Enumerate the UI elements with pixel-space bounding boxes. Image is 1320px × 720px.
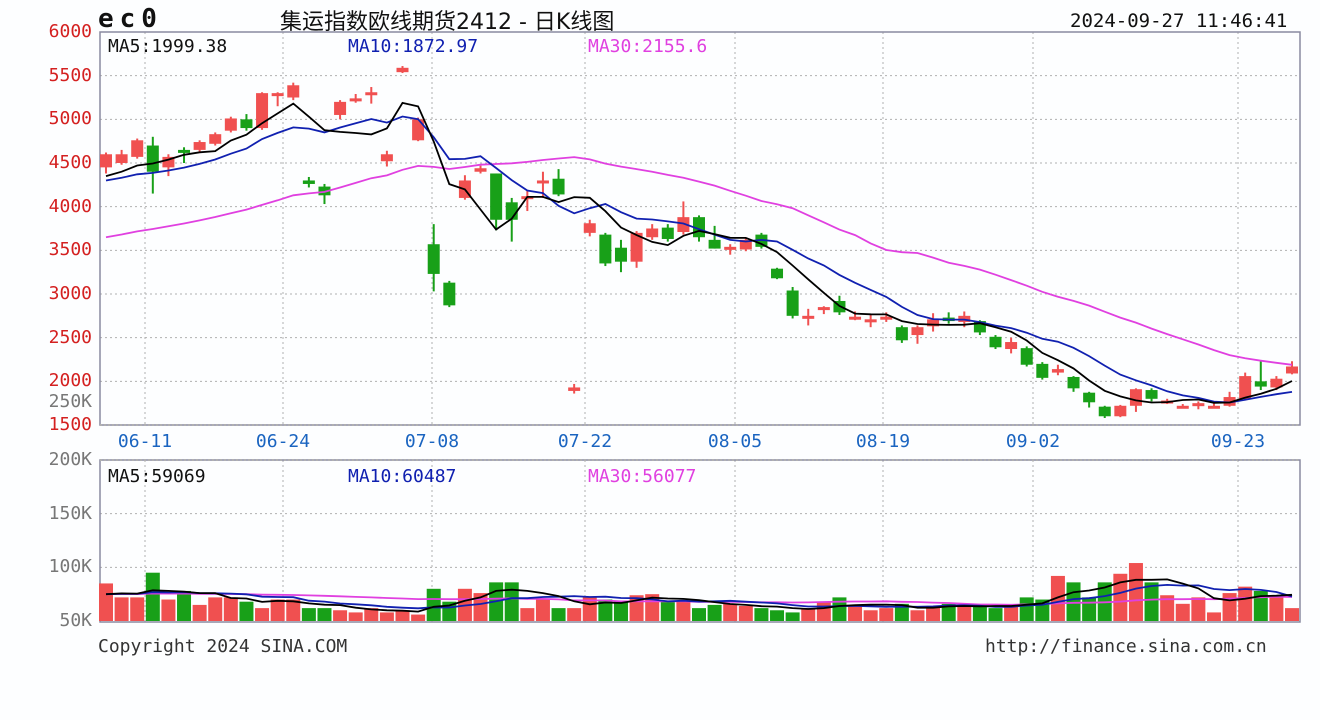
volume-top-tick: 250K bbox=[48, 391, 92, 412]
timestamp: 2024-09-27 11:46:41 bbox=[1070, 10, 1288, 32]
instrument-code: ec0 bbox=[98, 4, 163, 34]
price-y-tick: 2000 bbox=[48, 370, 92, 392]
price-y-tick: 3000 bbox=[48, 283, 92, 304]
date-x-tick: 06-24 bbox=[255, 431, 311, 452]
date-x-tick: 09-23 bbox=[1210, 431, 1266, 452]
source-link[interactable]: http://finance.sina.com.cn bbox=[985, 636, 1267, 657]
volume-ma30-label: MA30:56077 bbox=[588, 466, 697, 487]
chart-title: 集运指数欧线期货2412 - 日K线图 bbox=[280, 10, 615, 35]
price-y-tick: 6000 bbox=[48, 21, 92, 42]
price-y-tick: 4500 bbox=[48, 152, 92, 173]
price-y-tick: 5000 bbox=[48, 108, 92, 130]
price-ma5-label: MA5:1999.38 bbox=[108, 36, 228, 57]
volume-y-tick: 100K bbox=[48, 556, 92, 578]
volume-y-tick: 50K bbox=[59, 610, 92, 631]
price-y-tick: 3500 bbox=[48, 239, 92, 261]
price-y-tick: 2500 bbox=[48, 326, 92, 348]
date-x-tick: 07-22 bbox=[557, 431, 613, 452]
price-ma30-label: MA30:2155.6 bbox=[588, 36, 708, 57]
price-y-tick: 1500 bbox=[48, 414, 92, 435]
date-x-tick: 08-05 bbox=[707, 431, 763, 452]
price-y-tick: 4000 bbox=[48, 195, 92, 217]
date-x-tick: 06-11 bbox=[117, 431, 173, 452]
copyright-text: Copyright 2024 SINA.COM bbox=[98, 636, 348, 657]
volume-y-tick: 200K bbox=[48, 449, 92, 470]
price-y-tick: 5500 bbox=[48, 64, 92, 86]
date-x-tick: 07-08 bbox=[404, 431, 460, 452]
volume-y-tick: 150K bbox=[48, 502, 92, 524]
volume-ma10-label: MA10:60487 bbox=[348, 466, 457, 487]
date-x-tick: 08-19 bbox=[855, 431, 911, 452]
price-ma10-label: MA10:1872.97 bbox=[348, 36, 479, 57]
volume-ma5-label: MA5:59069 bbox=[108, 466, 206, 487]
date-x-tick: 09-02 bbox=[1005, 431, 1061, 452]
